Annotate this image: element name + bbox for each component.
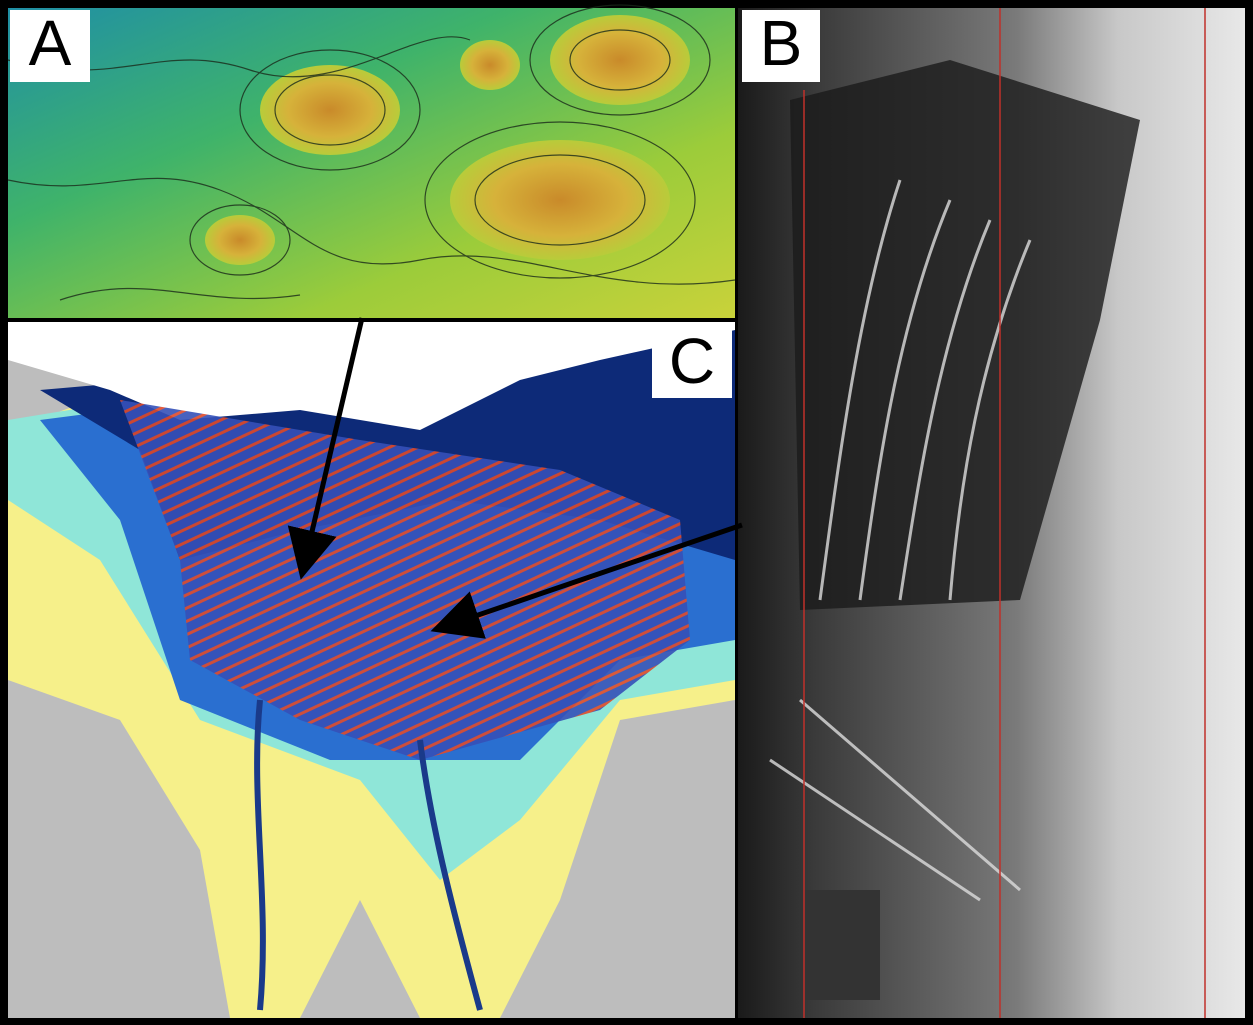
panel-label: B (760, 7, 803, 79)
panel-label: C (669, 325, 715, 397)
panel-c: C (8, 322, 735, 1018)
figure: A B C (0, 0, 1253, 1025)
panel-a: A (8, 5, 735, 318)
panel-b: B (738, 7, 1245, 1018)
page: A B C (0, 0, 1253, 1025)
panel-label: A (29, 7, 72, 79)
